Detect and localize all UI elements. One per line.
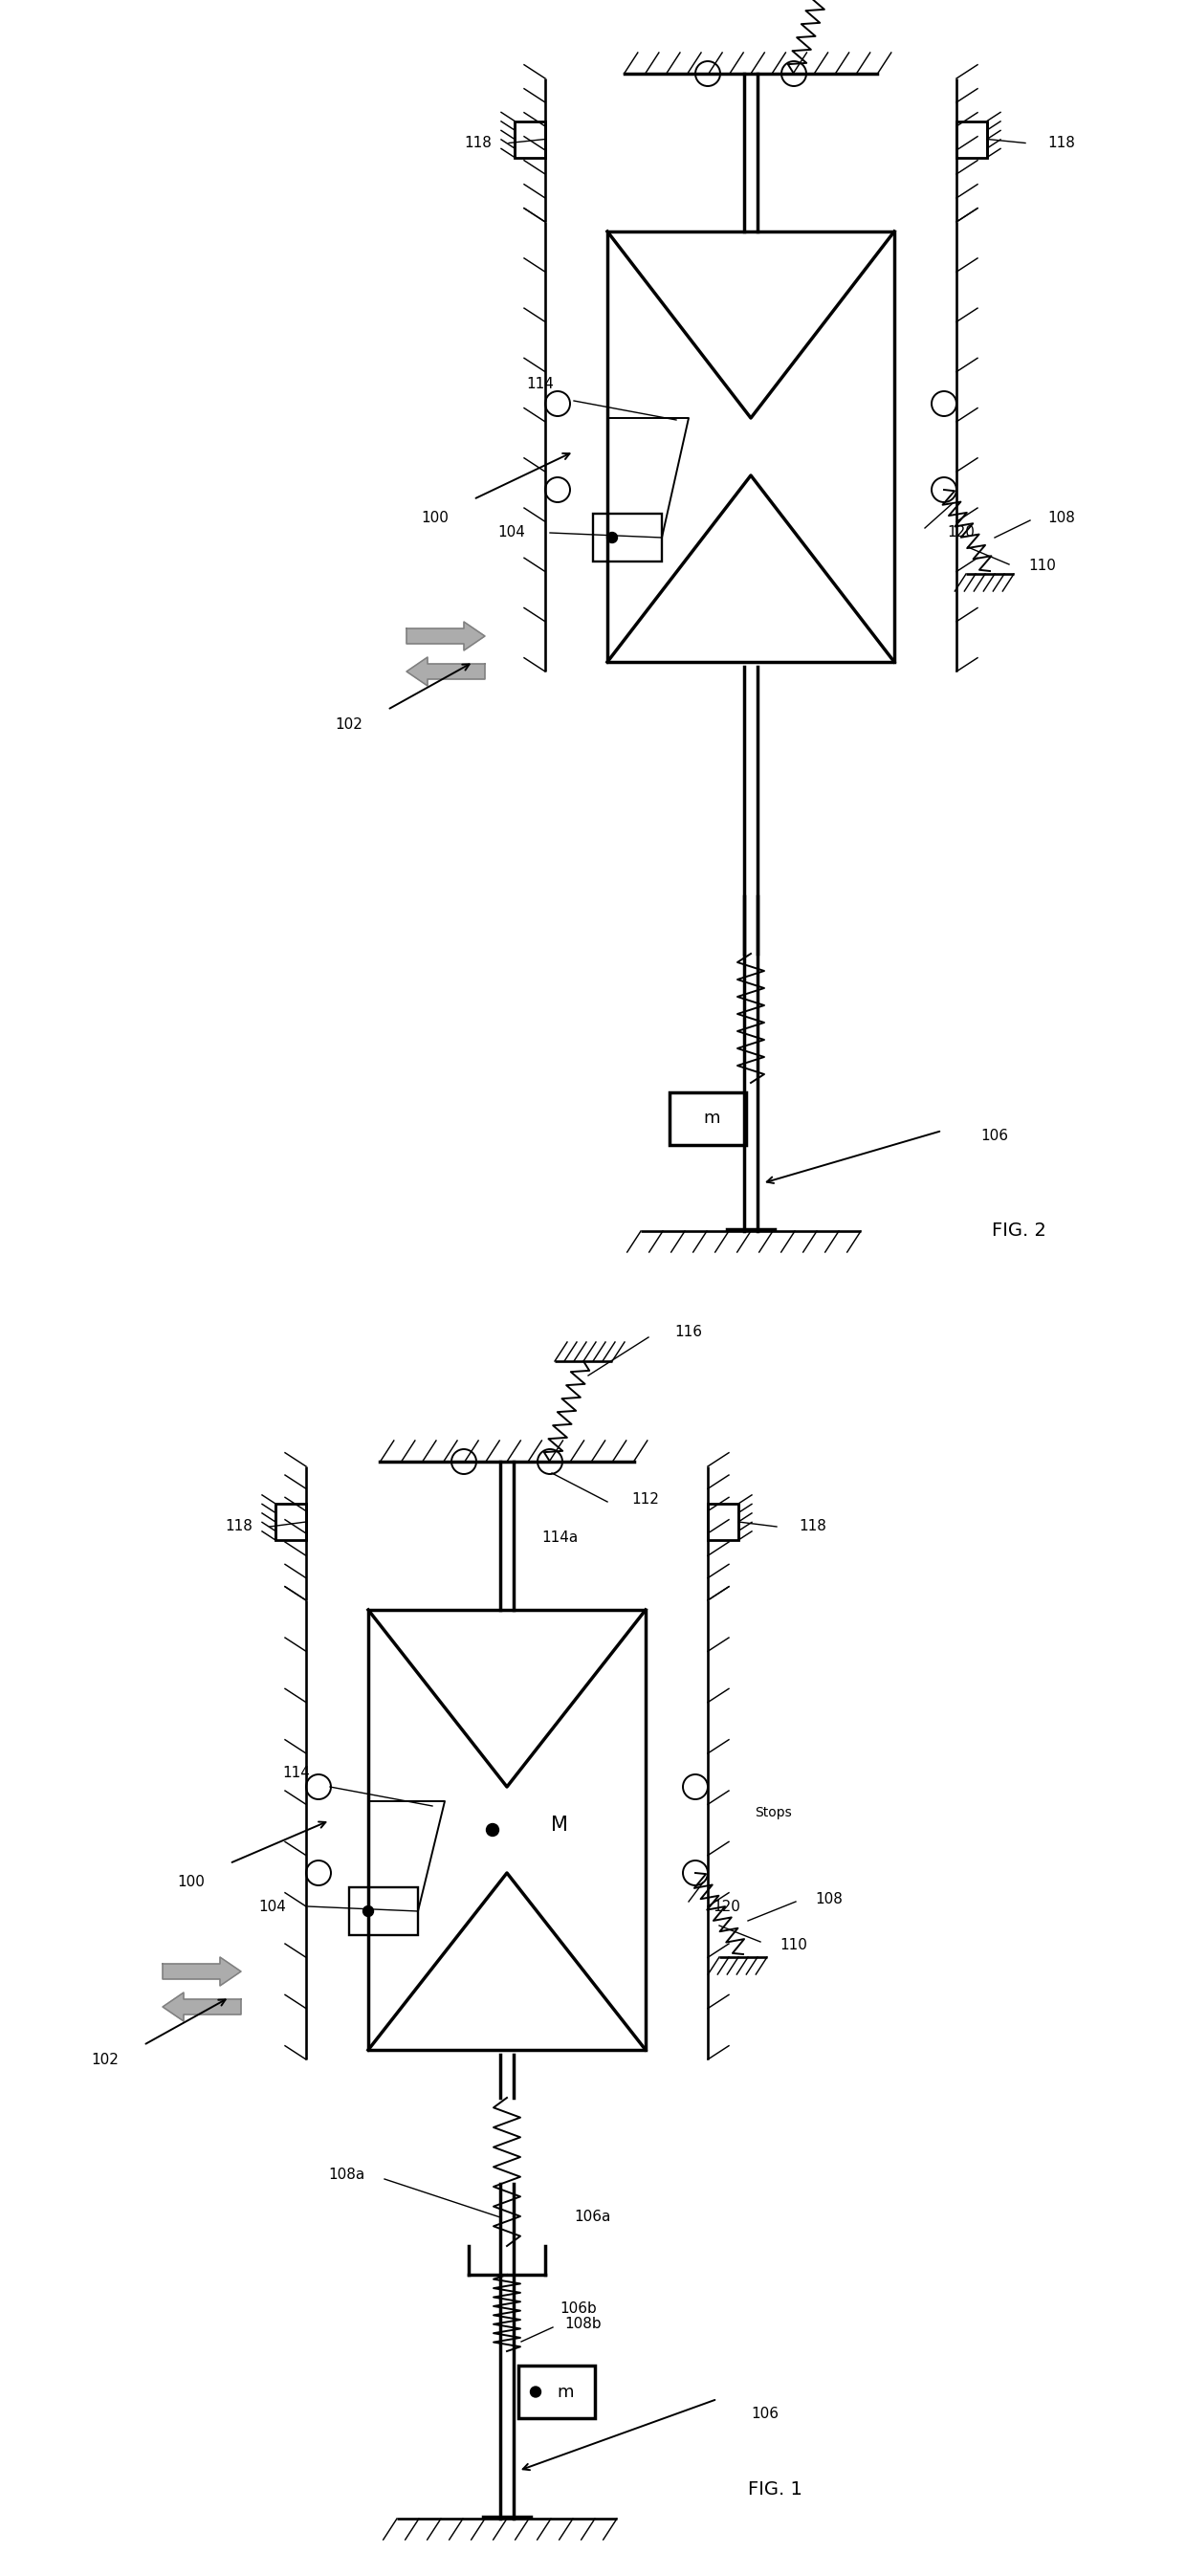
Text: 114: 114 [527,376,554,392]
Text: 106a: 106a [575,2210,611,2226]
Text: M: M [551,1816,568,1834]
Polygon shape [162,1991,241,2022]
Text: 108: 108 [1048,510,1076,526]
Text: 118: 118 [799,1520,827,1533]
Text: 110: 110 [1028,559,1057,574]
Circle shape [530,2385,541,2398]
Text: 102: 102 [336,716,363,732]
Bar [956,121,987,157]
Text: FIG. 2: FIG. 2 [991,1221,1046,1239]
Text: 108b: 108b [565,2318,602,2331]
Text: 112: 112 [632,1492,659,1507]
Bar [368,1610,645,2050]
Text: 104: 104 [259,1899,286,1914]
Text: 100: 100 [421,510,449,526]
Text: m: m [703,1110,720,1128]
Text: FIG. 1: FIG. 1 [747,2481,802,2499]
Text: 120: 120 [948,526,975,541]
Circle shape [486,1824,499,1837]
Text: 110: 110 [780,1937,808,1953]
Text: 108: 108 [816,1893,843,1906]
Polygon shape [407,621,485,652]
Circle shape [363,1906,374,1917]
Bar [518,2365,595,2419]
Text: 118: 118 [465,137,492,149]
Text: 118: 118 [1048,137,1076,149]
Text: m: m [557,2383,574,2401]
Text: 120: 120 [713,1899,741,1914]
Polygon shape [162,1958,241,1986]
Text: 102: 102 [91,2053,119,2066]
Bar [607,232,894,662]
Bar [708,1504,739,1540]
Text: 106: 106 [981,1128,1008,1144]
Text: 108a: 108a [329,2166,364,2182]
Bar [349,1888,417,1935]
Circle shape [607,533,618,544]
Text: 100: 100 [178,1875,205,1891]
Text: 114: 114 [282,1765,311,1780]
Polygon shape [407,657,485,685]
Bar [515,121,546,157]
Text: Stops: Stops [754,1806,791,1819]
Text: 114a: 114a [541,1530,578,1546]
Bar [275,1504,306,1540]
Text: 118: 118 [225,1520,253,1533]
Bar [593,513,662,562]
Text: 106b: 106b [560,2300,598,2316]
Text: 116: 116 [675,1324,702,1340]
Text: 104: 104 [498,526,525,541]
Text: 106: 106 [751,2406,779,2421]
Bar [670,1092,746,1144]
